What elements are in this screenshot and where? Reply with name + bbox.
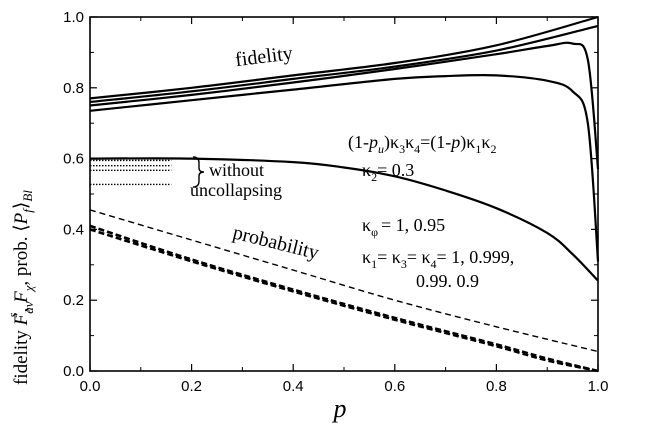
annotation-equation: (1-pu)κ3κ4=(1-p)κ1κ2 bbox=[348, 132, 496, 156]
y-tick-label: 0.4 bbox=[63, 221, 84, 238]
y-tick-label: 0.8 bbox=[63, 80, 84, 97]
annotation-probability: probability bbox=[231, 222, 321, 265]
x-tick-label: 0.2 bbox=[181, 378, 202, 395]
y-tick-label: 0.0 bbox=[63, 363, 84, 380]
annotation-uncollapsing: uncollapsing bbox=[190, 180, 282, 200]
series-line-5 bbox=[89, 157, 599, 282]
x-tick-label: 0.0 bbox=[80, 378, 101, 395]
x-tick-label: 1.0 bbox=[588, 378, 609, 395]
ticks-layer: 0.0 0.2 0.4 0.6 0.8 1.0 0.0 0.2 0.4 0.6 0.8 1.0 bbox=[63, 9, 608, 395]
x-tick-label: 0.6 bbox=[384, 378, 405, 395]
annotation-kappa-list: κ1= κ3= κ4= 1, 0.999, bbox=[362, 247, 514, 271]
series-line-12 bbox=[89, 228, 599, 373]
annotation-fidelity: fidelity bbox=[234, 42, 294, 71]
series-line-4 bbox=[89, 73, 600, 262]
series-line-1 bbox=[89, 15, 599, 100]
series-line-10 bbox=[89, 209, 599, 353]
x-axis-label: p bbox=[332, 394, 347, 423]
series-layer bbox=[89, 15, 600, 373]
y-axis-label: fidelity Favs, Fχ, prob. ⟨Pf⟩Bl bbox=[5, 190, 36, 385]
series-line-11 bbox=[89, 224, 599, 373]
y-tick-label: 0.6 bbox=[63, 151, 84, 168]
annotation-kappa-list-cont: 0.99. 0.9 bbox=[416, 271, 479, 291]
series-line-2 bbox=[89, 24, 599, 104]
brace bbox=[192, 156, 205, 188]
x-tick-label: 0.4 bbox=[283, 378, 304, 395]
y-tick-label: 1.0 bbox=[63, 9, 84, 26]
series-line-3 bbox=[89, 41, 600, 170]
y-tick-label: 0.2 bbox=[63, 292, 84, 309]
x-tick-label: 0.8 bbox=[486, 378, 507, 395]
annotation-kappa2: κ2= 0.3 bbox=[362, 160, 414, 184]
annotation-without: without bbox=[209, 160, 264, 180]
annotation-kappa-phi: κφ = 1, 0.95 bbox=[362, 215, 445, 239]
